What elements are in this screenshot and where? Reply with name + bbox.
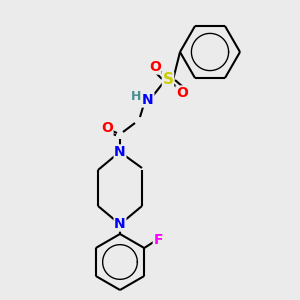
Text: N: N — [142, 93, 154, 107]
Text: F: F — [153, 233, 163, 247]
Text: O: O — [101, 121, 113, 135]
Text: N: N — [114, 145, 126, 159]
Text: N: N — [114, 217, 126, 231]
Text: S: S — [163, 73, 173, 88]
Text: H: H — [131, 91, 141, 103]
Text: O: O — [149, 60, 161, 74]
Text: O: O — [176, 86, 188, 100]
